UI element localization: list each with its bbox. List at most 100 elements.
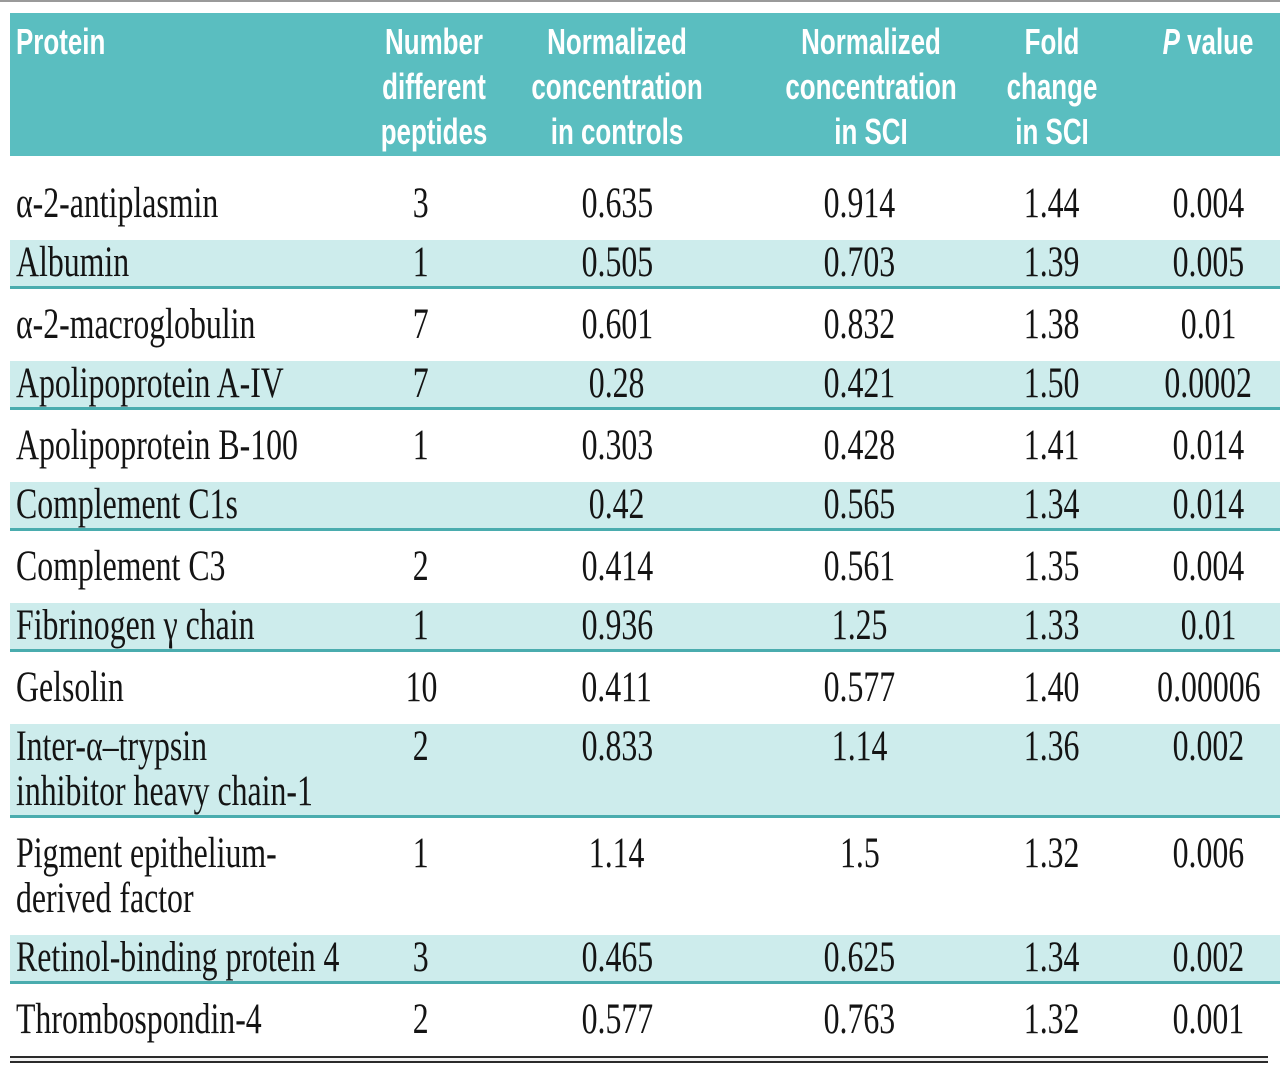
p-italic-letter: P <box>1163 21 1181 62</box>
pvalue-cell: 0.004 <box>1137 531 1280 603</box>
controls-value: 0.28 <box>589 360 645 407</box>
sci-cell: 0.832 <box>752 289 967 361</box>
pvalue-value: 0.014 <box>1172 422 1245 469</box>
peptides-value: 7 <box>413 301 429 348</box>
sci-value: 0.428 <box>823 422 896 469</box>
controls-cell: 0.635 <box>482 168 752 240</box>
controls-cell: 0.303 <box>482 410 752 482</box>
peptides-cell: 3 <box>360 168 482 240</box>
protein-name: Inter-α–trypsin inhibitor heavy chain-1 <box>16 723 313 815</box>
pvalue-value: 0.00006 <box>1156 664 1261 711</box>
sci-value: 1.25 <box>831 602 888 649</box>
pvalue-cell: 0.014 <box>1137 410 1280 482</box>
protein-name: Gelsolin <box>16 664 124 711</box>
peptides-cell: 1 <box>360 818 482 935</box>
pvalue-value: 0.0002 <box>1164 360 1253 407</box>
controls-value: 0.505 <box>581 239 653 286</box>
sci-value: 0.421 <box>823 360 896 407</box>
pvalue-value: 0.004 <box>1172 180 1245 227</box>
col-header-protein-label: Protein <box>16 21 106 62</box>
col-header-pvalue-label: P value <box>1163 19 1254 64</box>
peptides-cell: 7 <box>360 361 482 410</box>
controls-cell: 0.465 <box>482 935 752 984</box>
fold-value: 1.38 <box>1024 301 1080 348</box>
pvalue-value: 0.01 <box>1180 602 1237 649</box>
pvalue-cell: 0.0002 <box>1137 361 1280 410</box>
sci-value: 0.565 <box>823 481 896 528</box>
fold-cell: 1.44 <box>967 168 1137 240</box>
controls-value: 0.601 <box>581 301 653 348</box>
protein-name: Albumin <box>16 239 130 286</box>
peptides-cell: 2 <box>360 724 482 818</box>
fold-cell: 1.34 <box>967 482 1137 531</box>
col-header-fold-label: Fold change in SCI <box>1006 21 1098 152</box>
sci-value: 0.763 <box>823 996 896 1043</box>
controls-value: 0.577 <box>581 996 653 1043</box>
fold-cell: 1.32 <box>967 984 1137 1056</box>
fold-value: 1.32 <box>1024 996 1080 1043</box>
protein-name: Pigment epithelium- derived factor <box>16 830 277 922</box>
controls-cell: 0.414 <box>482 531 752 603</box>
protein-name: Apolipoprotein B-100 <box>16 422 298 469</box>
fold-value: 1.40 <box>1024 664 1080 711</box>
pvalue-cell: 0.004 <box>1137 168 1280 240</box>
sci-value: 0.914 <box>823 180 896 227</box>
peptides-value: 2 <box>413 996 429 1043</box>
controls-cell: 0.42 <box>482 482 752 531</box>
col-header-controls-label: Normalized concentration in controls <box>531 21 703 152</box>
fold-value: 1.36 <box>1024 723 1080 770</box>
sci-value: 0.703 <box>823 239 896 286</box>
sci-cell: 0.625 <box>752 935 967 984</box>
protein-cell: Complement C1s <box>10 482 360 531</box>
fold-cell: 1.35 <box>967 531 1137 603</box>
fold-value: 1.50 <box>1024 360 1080 407</box>
controls-value: 0.833 <box>581 723 653 770</box>
protein-cell: Inter-α–trypsin inhibitor heavy chain-1 <box>10 724 360 818</box>
table-body: α-2-antiplasmin 3 0.635 0.914 1.44 0.004… <box>10 168 1280 1056</box>
controls-value: 0.303 <box>581 422 653 469</box>
sci-cell: 0.561 <box>752 531 967 603</box>
controls-cell: 0.505 <box>482 240 752 289</box>
fold-cell: 1.40 <box>967 652 1137 724</box>
pvalue-value: 0.006 <box>1172 830 1245 877</box>
table-row: Complement C3 2 0.414 0.561 1.35 0.004 <box>10 531 1280 603</box>
peptides-value: 2 <box>413 543 429 590</box>
protein-cell: Albumin <box>10 240 360 289</box>
protein-cell: Fibrinogen γ chain <box>10 603 360 652</box>
controls-value: 0.411 <box>581 664 653 711</box>
protein-name: α-2-antiplasmin <box>16 180 219 227</box>
col-header-sci: Normalized concentration in SCI <box>752 13 967 168</box>
protein-cell: Apolipoprotein A-IV <box>10 361 360 410</box>
fold-cell: 1.38 <box>967 289 1137 361</box>
sci-value: 1.14 <box>831 723 888 770</box>
pvalue-cell: 0.01 <box>1137 603 1280 652</box>
peptides-cell: 1 <box>360 603 482 652</box>
peptides-value: 7 <box>413 360 429 407</box>
protein-name: α-2-macroglobulin <box>16 301 256 348</box>
bottom-double-rule <box>10 1056 1268 1063</box>
pvalue-value: 0.005 <box>1172 239 1245 286</box>
table-row: Apolipoprotein A-IV 7 0.28 0.421 1.50 0.… <box>10 361 1280 410</box>
pvalue-cell: 0.014 <box>1137 482 1280 531</box>
col-header-protein: Protein <box>10 13 360 168</box>
protein-cell: α-2-macroglobulin <box>10 289 360 361</box>
sci-cell: 0.577 <box>752 652 967 724</box>
fold-value: 1.44 <box>1024 180 1080 227</box>
pvalue-cell: 0.002 <box>1137 935 1280 984</box>
protein-name: Complement C1s <box>16 481 238 528</box>
controls-cell: 0.28 <box>482 361 752 410</box>
fold-value: 1.33 <box>1024 602 1080 649</box>
peptides-cell: 3 <box>360 935 482 984</box>
controls-cell: 0.411 <box>482 652 752 724</box>
fold-cell: 1.32 <box>967 818 1137 935</box>
table-row: Complement C1s 0.42 0.565 1.34 0.014 <box>10 482 1280 531</box>
protein-cell: Apolipoprotein B-100 <box>10 410 360 482</box>
fold-value: 1.39 <box>1024 239 1080 286</box>
controls-cell: 1.14 <box>482 818 752 935</box>
peptides-cell: 7 <box>360 289 482 361</box>
pvalue-value: 0.01 <box>1180 301 1237 348</box>
table-row: Retinol-binding protein 4 3 0.465 0.625 … <box>10 935 1280 984</box>
pvalue-value: 0.002 <box>1172 934 1245 981</box>
col-header-fold: Fold change in SCI <box>967 13 1137 168</box>
sci-value: 0.561 <box>823 543 896 590</box>
